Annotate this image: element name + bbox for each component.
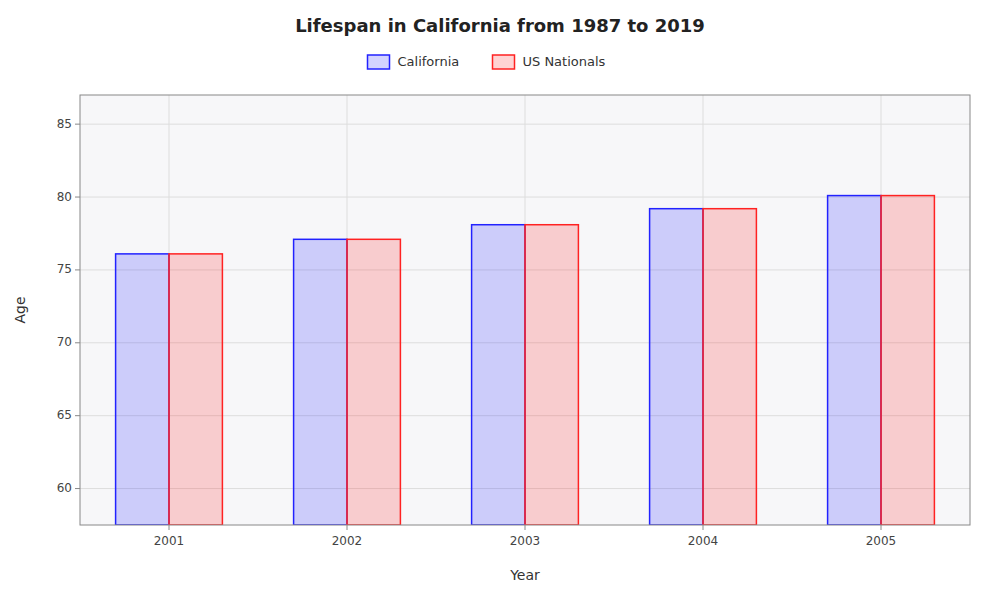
x-tick-label: 2002 bbox=[332, 534, 363, 548]
y-tick bbox=[75, 269, 80, 270]
y-tick-label: 70 bbox=[57, 335, 72, 349]
plot-frame bbox=[80, 95, 970, 525]
legend: California US Nationals bbox=[368, 54, 606, 70]
x-tick bbox=[525, 525, 526, 530]
plot-background bbox=[80, 95, 970, 525]
title: Lifespan in California from 1987 to 2019 bbox=[295, 15, 705, 36]
x-tick-label: 2005 bbox=[866, 534, 897, 548]
grid bbox=[80, 95, 970, 525]
y-tick bbox=[75, 415, 80, 416]
y-tick bbox=[75, 488, 80, 489]
y-axis-label: Age bbox=[12, 296, 28, 323]
bar bbox=[472, 225, 525, 525]
x-tick bbox=[347, 525, 348, 530]
bar bbox=[294, 239, 347, 525]
legend-swatch bbox=[368, 55, 390, 69]
y-tick-label: 85 bbox=[57, 117, 72, 131]
y-tick bbox=[75, 342, 80, 343]
x-tick bbox=[703, 525, 704, 530]
bars bbox=[116, 196, 935, 525]
chart-svg: 60 65 70 75 80 85 2001 2002 2003 2004 2005 Year Age L… bbox=[0, 0, 1000, 600]
bar bbox=[169, 254, 222, 525]
y-tick-label: 80 bbox=[57, 190, 72, 204]
legend-label: California bbox=[398, 54, 460, 69]
bar bbox=[116, 254, 169, 525]
x-tick-label: 2003 bbox=[510, 534, 541, 548]
bar bbox=[881, 196, 934, 525]
legend-label: US Nationals bbox=[523, 54, 606, 69]
x-axis-label: Year bbox=[509, 567, 540, 583]
bar bbox=[525, 225, 578, 525]
y-tick-label: 75 bbox=[57, 262, 72, 276]
x-tick-label: 2001 bbox=[154, 534, 185, 548]
y-tick-label: 60 bbox=[57, 481, 72, 495]
bar bbox=[650, 209, 703, 525]
chart-container: 60 65 70 75 80 85 2001 2002 2003 2004 2005 Year Age L… bbox=[0, 0, 1000, 600]
y-tick bbox=[75, 124, 80, 125]
bar bbox=[828, 196, 881, 525]
legend-swatch bbox=[493, 55, 515, 69]
bar bbox=[347, 239, 400, 525]
y-tick-label: 65 bbox=[57, 408, 72, 422]
y-tick bbox=[75, 197, 80, 198]
x-tick-label: 2004 bbox=[688, 534, 719, 548]
bar bbox=[703, 209, 756, 525]
x-tick bbox=[881, 525, 882, 530]
x-tick bbox=[169, 525, 170, 530]
x-axis: 2001 2002 2003 2004 2005 bbox=[154, 525, 897, 548]
y-axis: 60 65 70 75 80 85 bbox=[57, 117, 80, 495]
